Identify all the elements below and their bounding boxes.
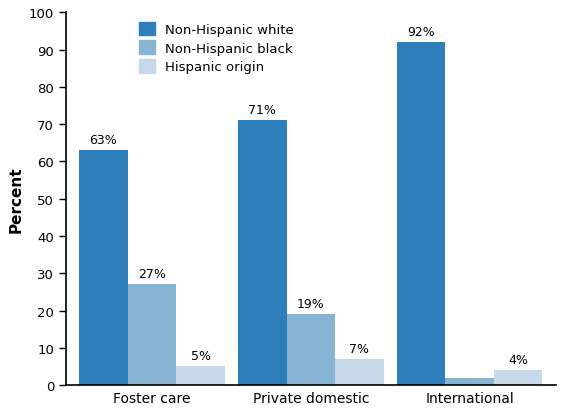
Bar (238, 121, 287, 385)
Text: 27%: 27% (138, 267, 166, 280)
Y-axis label: Percent: Percent (8, 166, 23, 233)
Bar (446, 378, 494, 385)
Bar (176, 367, 225, 385)
Bar (127, 285, 176, 385)
Bar (397, 43, 446, 385)
Legend: Non-Hispanic white, Non-Hispanic black, Hispanic origin: Non-Hispanic white, Non-Hispanic black, … (136, 20, 297, 77)
Text: 63%: 63% (90, 133, 117, 147)
Text: 71%: 71% (248, 104, 276, 117)
Text: 5%: 5% (191, 349, 210, 362)
Bar (287, 315, 335, 385)
Text: 92%: 92% (407, 26, 435, 38)
Bar (335, 359, 384, 385)
Bar (494, 370, 543, 385)
Text: 4%: 4% (508, 353, 528, 366)
Text: 19%: 19% (297, 297, 325, 310)
Text: 7%: 7% (349, 342, 369, 355)
Bar (79, 151, 127, 385)
